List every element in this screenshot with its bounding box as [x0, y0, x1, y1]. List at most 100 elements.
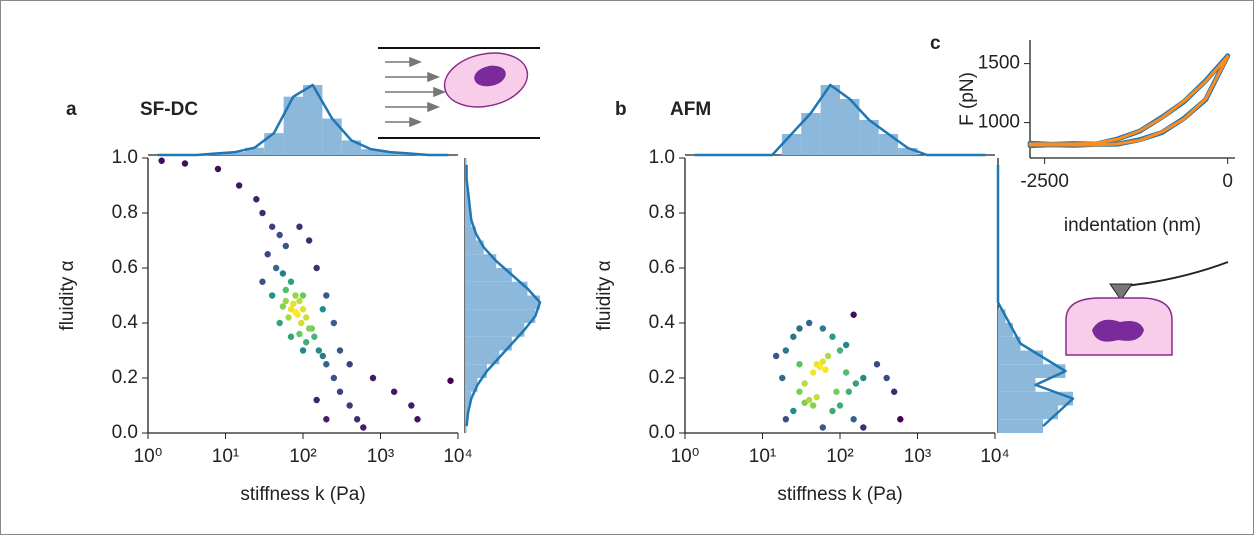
hist-bar: [465, 240, 484, 255]
x-tick-label: 10²: [826, 446, 853, 467]
scatter-point: [287, 278, 295, 285]
scatter-point: [809, 369, 817, 376]
scatter-point: [796, 361, 803, 368]
hist-bar: [465, 254, 497, 268]
scatter-point: [408, 402, 415, 409]
scatter-point: [782, 347, 790, 354]
scatter-point: [158, 157, 165, 164]
hist-bar: [225, 152, 245, 155]
x-tick-label: 10⁰: [134, 446, 163, 467]
scatter-point: [845, 388, 853, 395]
panel-letter: b: [615, 99, 627, 120]
hist-bar: [859, 120, 879, 155]
scatter-point: [323, 292, 330, 299]
series-line: [1028, 55, 1230, 147]
scatter-point: [296, 330, 303, 338]
kde-line: [996, 164, 1075, 428]
scatter-point: [285, 314, 292, 321]
scatter-point: [805, 319, 813, 327]
kde-line: [465, 164, 542, 427]
hist-bar: [801, 113, 821, 155]
x-tick-label: 0: [1222, 171, 1233, 192]
hist-bar: [244, 147, 265, 155]
scatter-point: [319, 306, 326, 313]
hist-bar: [303, 85, 323, 155]
scatter-point: [447, 377, 454, 384]
scatter-point: [279, 270, 287, 277]
scatter-point: [282, 242, 290, 250]
panel-title: SF-DC: [140, 99, 198, 120]
scatter-point: [330, 319, 338, 327]
x-axis-label: stiffness k (Pa): [777, 484, 902, 505]
scatter-point: [214, 165, 222, 173]
scatter-point: [268, 292, 276, 299]
y-tick-label: 0.4: [649, 312, 676, 333]
hist-bar: [998, 350, 1043, 365]
scatter-point: [290, 300, 297, 307]
hist-bar: [898, 148, 918, 155]
kde-line: [157, 83, 449, 157]
hist-bar: [998, 391, 1073, 406]
hist-bar: [820, 85, 840, 155]
scatter-point: [296, 223, 303, 230]
hist-bar: [465, 199, 470, 213]
hist-bar: [283, 96, 303, 155]
y-tick-label: 0.6: [649, 257, 675, 278]
y-tick-label: 0.6: [112, 257, 138, 278]
hist-bar: [878, 134, 899, 155]
scatter-point: [282, 286, 290, 294]
scatter-point: [836, 347, 844, 354]
x-tick-label: 10²: [289, 446, 316, 467]
scatter-point: [268, 223, 276, 230]
scatter-point: [790, 407, 797, 415]
scatter-point: [801, 380, 808, 387]
panel-letter: a: [66, 99, 77, 120]
y-tick-label: 0.0: [112, 422, 138, 443]
y-axis-label: fluidity α: [57, 260, 78, 330]
scatter-point: [790, 333, 797, 340]
x-tick-label: 10¹: [749, 446, 776, 467]
y-axis-label: fluidity α: [594, 260, 615, 330]
scatter-point: [264, 251, 271, 258]
hist-bar: [465, 226, 476, 241]
scatter-point: [897, 416, 904, 423]
hist-bar: [998, 405, 1058, 420]
x-tick-label: -2500: [1020, 171, 1069, 192]
scatter-point: [346, 402, 353, 409]
y-tick-label: 0.8: [649, 202, 675, 223]
scatter-point: [313, 264, 320, 272]
scatter-point: [824, 352, 832, 360]
scatter-point: [833, 388, 840, 395]
y-tick-label: 0.8: [112, 202, 138, 223]
hist-bar: [998, 378, 1036, 392]
scatter-point: [298, 319, 305, 327]
scatter-point: [414, 416, 421, 423]
scatter-point: [819, 424, 827, 431]
scatter-point: [323, 361, 330, 368]
panel-letter: c: [930, 33, 941, 54]
x-axis-label: stiffness k (Pa): [240, 484, 365, 505]
hist-bar: [998, 323, 1013, 337]
scatter-point: [181, 160, 189, 167]
scatter-point: [287, 333, 295, 340]
scatter-point: [813, 394, 820, 401]
x-tick-label: 10³: [904, 446, 931, 467]
hist-bar: [998, 364, 1066, 378]
scatter-point: [873, 361, 881, 368]
scatter-point: [336, 347, 344, 354]
y-tick-label: 0.2: [649, 367, 675, 388]
y-tick-label: 1.0: [112, 147, 138, 168]
scatter-point: [276, 231, 283, 239]
hist-bar: [465, 405, 469, 420]
scatter-point: [353, 416, 361, 423]
scatter-point: [296, 297, 303, 305]
x-tick-label: 10⁴: [980, 446, 1009, 467]
scatter-point: [336, 388, 344, 395]
scatter-point: [272, 264, 280, 272]
scatter-point: [323, 416, 330, 423]
x-tick-label: 10¹: [212, 446, 239, 467]
hist-bar: [465, 364, 487, 378]
hist-bar: [465, 268, 512, 282]
scatter-point: [883, 374, 890, 382]
